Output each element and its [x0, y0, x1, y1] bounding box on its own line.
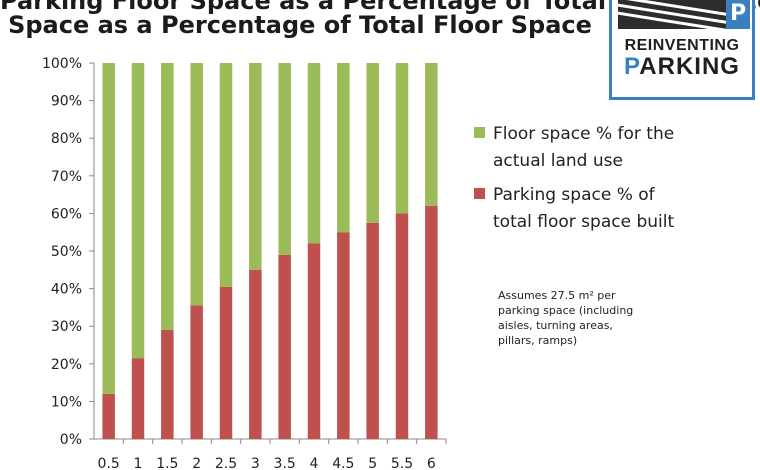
- bar-parking-5-5: [395, 213, 409, 439]
- annotation-line-2: parking space (including: [498, 304, 634, 317]
- bar-parking-3-5: [278, 254, 291, 439]
- logo-road-mark-icon: [618, 0, 726, 29]
- x-tick-label: 5: [368, 456, 377, 470]
- legend-label-floor-space-line-2: actual land use: [493, 151, 623, 171]
- bar-floor-3: [249, 63, 262, 270]
- bar-floor-1-5: [161, 63, 174, 330]
- bar-floor-0-5: [102, 63, 115, 394]
- bar-parking-5: [366, 222, 379, 439]
- reinventing-parking-logo: P REINVENTING PARKING: [609, 0, 755, 100]
- bar-parking-2: [190, 305, 203, 439]
- bar-floor-6: [425, 63, 438, 206]
- logo-text-reinventing: REINVENTING: [624, 37, 740, 54]
- y-tick-label: 10%: [51, 394, 82, 410]
- y-tick-label: 70%: [51, 169, 82, 185]
- legend-label-floor-space: Floor space % for the actual land use: [493, 121, 733, 175]
- logo-text-parking-rest: ARKING: [639, 53, 740, 80]
- x-tick-label: 2.5: [215, 456, 237, 470]
- y-tick-label: 0%: [60, 432, 82, 448]
- logo-text-parking-first-letter: P: [624, 53, 640, 80]
- bar-parking-3: [249, 269, 262, 439]
- annotation-line-1: Assumes 27.5 m² per: [498, 289, 616, 302]
- x-tick-label: 0.5: [98, 456, 120, 470]
- bar-floor-1: [131, 63, 145, 359]
- legend-label-parking-space: Parking space % of total floor space bui…: [493, 182, 733, 236]
- x-tick-label: 3: [251, 456, 260, 470]
- chart-annotation: Assumes 27.5 m² per parking space (inclu…: [498, 288, 658, 348]
- bar-floor-4-5: [337, 63, 350, 233]
- bar-parking-4: [307, 243, 321, 439]
- y-tick-label: 30%: [51, 319, 82, 335]
- y-tick-label: 80%: [51, 131, 82, 147]
- legend-item-floor-space: Floor space % for the actual land use: [474, 121, 733, 175]
- chart-title-line-2: Space as a Percentage of Total Floor Spa…: [8, 11, 592, 39]
- y-tick-label: 100%: [42, 56, 82, 72]
- logo-p-badge: P: [726, 0, 750, 29]
- y-tick-label: 20%: [51, 357, 82, 373]
- y-tick-label: 40%: [51, 282, 82, 298]
- bar-parking-1: [131, 358, 145, 439]
- legend-swatch-parking-space: [474, 188, 485, 199]
- bar-parking-1-5: [161, 329, 174, 439]
- x-tick-label: 4.5: [332, 456, 354, 470]
- x-tick-label: 2: [192, 456, 201, 470]
- legend-label-parking-space-line-2: total floor space built: [493, 212, 675, 232]
- y-tick-label: 50%: [51, 244, 82, 260]
- legend-label-parking-space-line-1: Parking space % of: [493, 185, 655, 205]
- x-tick-label: 3.5: [274, 456, 296, 470]
- annotation-line-4: pillars, ramps): [498, 334, 578, 347]
- legend-label-floor-space-line-1: Floor space % for the: [493, 124, 675, 144]
- y-tick-label: 90%: [51, 94, 82, 110]
- x-tick-label: 5.5: [391, 456, 413, 470]
- bar-parking-0-5: [102, 393, 115, 439]
- chart-title-line-1: Parking Floor Space as a Percentage of T…: [0, 0, 760, 15]
- bar-floor-2: [190, 63, 203, 306]
- legend-item-parking-space: Parking space % of total floor space bui…: [474, 182, 733, 236]
- x-tick-label: 1: [134, 456, 143, 470]
- x-tick-label: 4: [310, 456, 319, 470]
- bar-parking-4-5: [337, 232, 350, 439]
- bar-parking-2-5: [219, 286, 233, 439]
- x-tick-label: 1.5: [156, 456, 178, 470]
- annotation-line-3: aisles, turning areas,: [498, 319, 613, 332]
- legend-swatch-floor-space: [474, 127, 485, 138]
- bar-parking-6: [425, 205, 438, 439]
- logo-text-parking: PARKING: [612, 53, 752, 81]
- x-tick-label: 6: [427, 456, 436, 470]
- bar-floor-4: [307, 63, 321, 244]
- y-tick-label: 60%: [51, 206, 82, 222]
- bar-floor-5-5: [395, 63, 409, 214]
- bar-floor-2-5: [219, 63, 233, 287]
- bar-floor-3-5: [278, 63, 291, 255]
- bar-floor-5: [366, 63, 379, 223]
